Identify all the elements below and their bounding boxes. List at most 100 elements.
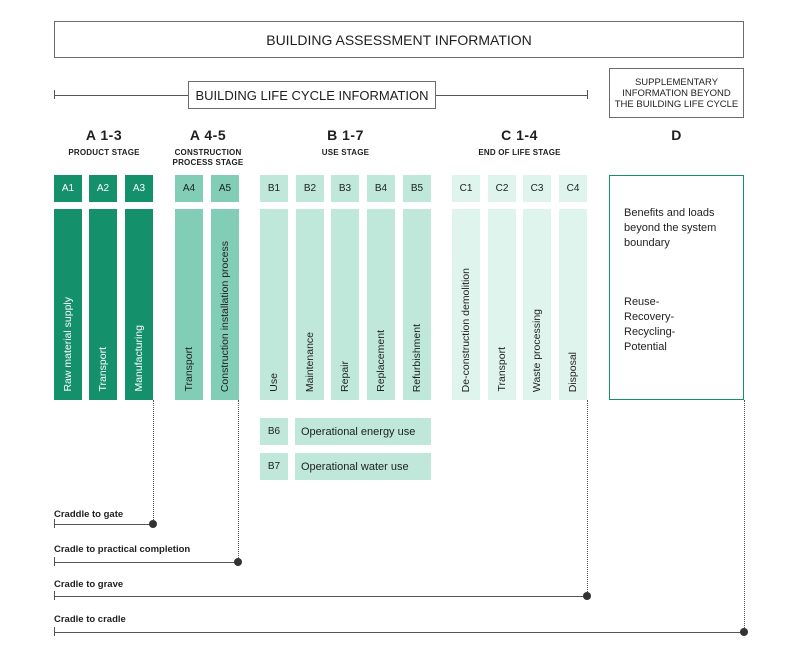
supplementary-header: SUPPLEMENTARY INFORMATION BEYOND THE BUI…	[609, 68, 744, 118]
scope-gate-dotted-line	[153, 400, 154, 524]
module-c3-label: Waste processing	[531, 308, 543, 392]
stage-use-code: B 1-7	[327, 127, 364, 143]
module-a5-code-cell: A5	[211, 175, 239, 202]
module-c3-code: C3	[530, 183, 544, 194]
module-b2-label: Maintenance	[304, 331, 316, 392]
scope-grave-line	[54, 596, 587, 597]
module-b4-code-cell: B4	[367, 175, 395, 202]
scope-cradle-tick	[54, 627, 55, 636]
module-a3-bar: Manufacturing	[125, 209, 153, 400]
scope-gate-end-dot	[149, 520, 157, 528]
scope-cradle-line	[54, 632, 744, 633]
module-b2-code-cell: B2	[296, 175, 324, 202]
stage-d-code: D	[671, 127, 682, 143]
module-c3-bar: Waste processing	[523, 209, 551, 400]
module-d-box: Benefits and loads beyond the system bou…	[609, 175, 744, 400]
module-a3-code-cell: A3	[125, 175, 153, 202]
module-b5-label: Refurbishment	[411, 323, 423, 392]
module-b3-code: B3	[338, 183, 352, 194]
scope-grave-dotted-line	[587, 400, 588, 596]
scope-grave-tick	[54, 591, 55, 600]
life-cycle-title: BUILDING LIFE CYCLE INFORMATION	[195, 87, 429, 103]
module-b1-code: B1	[267, 183, 281, 194]
scope-completion-dotted-line	[238, 400, 239, 562]
stage-construction-name: CONSTRUCTION PROCESS STAGE	[172, 148, 244, 167]
stage-product-code: A 1-3	[85, 127, 123, 143]
scope-gate-line	[54, 524, 153, 525]
scope-cradle-end-dot	[740, 628, 748, 636]
module-d-benefits-text: Benefits and loads beyond the system bou…	[624, 207, 717, 249]
stage-end-of-life-name: END OF LIFE STAGE	[478, 148, 561, 157]
module-c2-label: Transport	[496, 347, 508, 392]
module-b2-code: B2	[303, 183, 317, 194]
module-c4-bar: Disposal	[559, 209, 587, 400]
stage-end-of-life-code: C 1-4	[501, 127, 538, 143]
module-a2-code-cell: A2	[89, 175, 117, 202]
module-b6-code: B6	[267, 426, 281, 437]
stage-d: D	[609, 127, 744, 143]
module-b1-label: Use	[268, 373, 280, 392]
module-c3-code-cell: C3	[523, 175, 551, 202]
module-c1-code: C1	[459, 183, 473, 194]
module-b5-bar: Refurbishment	[403, 209, 431, 400]
module-b4-bar: Replacement	[367, 209, 395, 400]
module-a3-code: A3	[132, 183, 146, 194]
module-b7-code: B7	[267, 461, 281, 472]
module-c4-code: C4	[566, 183, 580, 194]
life-cycle-bracket-start	[54, 90, 55, 99]
stage-use-name: USE STAGE	[321, 148, 370, 157]
module-a2-label: Transport	[97, 347, 109, 392]
scope-gate-tick	[54, 519, 55, 528]
module-b6-code-cell: B6	[260, 418, 288, 445]
module-c1-code-cell: C1	[452, 175, 480, 202]
module-b3-label: Repair	[339, 361, 351, 392]
module-a4-bar: Transport	[175, 209, 203, 400]
scope-gate-label: Craddle to gate	[54, 509, 124, 520]
building-assessment-title: BUILDING ASSESSMENT INFORMATION	[266, 31, 532, 48]
scope-cradle-label: Cradle to cradle	[54, 614, 126, 625]
building-assessment-header: BUILDING ASSESSMENT INFORMATION	[54, 21, 744, 58]
module-a4-code: A4	[182, 183, 196, 194]
module-c2-code: C2	[495, 183, 509, 194]
module-b1-code-cell: B1	[260, 175, 288, 202]
scope-completion-tick	[54, 557, 55, 566]
life-cycle-header: BUILDING LIFE CYCLE INFORMATION	[188, 81, 436, 109]
scope-completion-label: Cradle to practical completion	[54, 544, 191, 555]
scope-cradle-dotted-line	[744, 400, 745, 632]
module-b6-label: Operational energy use	[301, 425, 416, 438]
life-cycle-bracket-end	[587, 90, 588, 99]
module-a2-bar: Transport	[89, 209, 117, 400]
module-a5-bar: Construction installation process	[211, 209, 239, 400]
module-a4-code-cell: A4	[175, 175, 203, 202]
module-a4-label: Transport	[183, 347, 195, 392]
stage-end-of-life: C 1-4 END OF LIFE STAGE	[452, 127, 587, 158]
scope-completion-end-dot	[234, 558, 242, 566]
module-a5-label: Construction installation process	[219, 240, 231, 392]
module-c1-bar: De-construction demolition	[452, 209, 480, 400]
module-a1-bar: Raw material supply	[54, 209, 82, 400]
module-c2-bar: Transport	[488, 209, 516, 400]
stage-product: A 1-3 PRODUCT STAGE	[54, 127, 154, 158]
module-b2-bar: Maintenance	[296, 209, 324, 400]
module-c2-code-cell: C2	[488, 175, 516, 202]
stage-construction: A 4-5 CONSTRUCTION PROCESS STAGE	[166, 127, 250, 168]
supplementary-title: SUPPLEMENTARY INFORMATION BEYOND THE BUI…	[614, 76, 739, 110]
module-b1-bar: Use	[260, 209, 288, 400]
module-b7-code-cell: B7	[260, 453, 288, 480]
stage-product-name: PRODUCT STAGE	[68, 148, 140, 157]
module-a1-code-cell: A1	[54, 175, 82, 202]
scope-grave-label: Cradle to grave	[54, 579, 124, 590]
scope-completion-line	[54, 562, 238, 563]
module-b7-label-cell: Operational water use	[295, 453, 431, 480]
module-b7-label: Operational water use	[301, 460, 409, 473]
stage-use: B 1-7 USE STAGE	[260, 127, 431, 158]
module-a5-code: A5	[218, 183, 232, 194]
module-b4-label: Replacement	[375, 330, 387, 392]
module-a1-label: Raw material supply	[62, 297, 74, 392]
module-b5-code-cell: B5	[403, 175, 431, 202]
module-a1-code: A1	[61, 183, 75, 194]
module-c4-code-cell: C4	[559, 175, 587, 202]
module-a2-code: A2	[96, 183, 110, 194]
module-b3-bar: Repair	[331, 209, 359, 400]
stage-construction-code: A 4-5	[189, 127, 227, 143]
